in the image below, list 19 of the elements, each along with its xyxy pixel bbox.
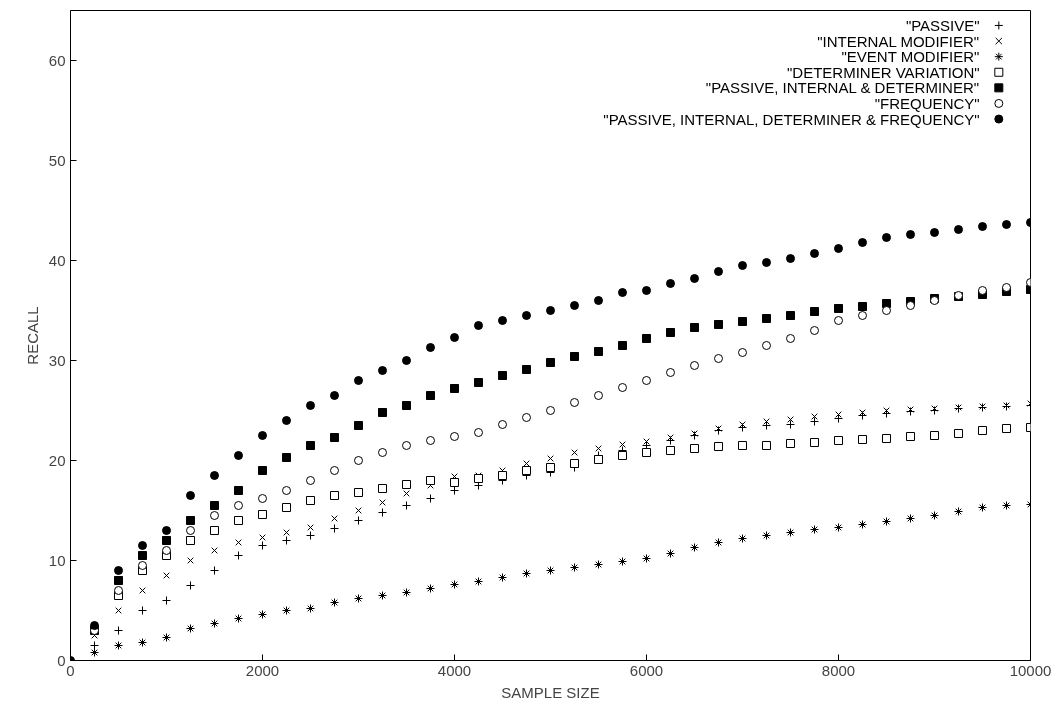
y-tick-label: 30: [48, 351, 66, 369]
x-axis-title: SAMPLE SIZE: [501, 683, 600, 701]
x-tick-label: 8000: [821, 661, 856, 679]
y-tick-label: 50: [48, 151, 66, 169]
legend-label: "PASSIVE": [905, 16, 980, 34]
x-tick-label: 10000: [1009, 661, 1052, 679]
x-tick-label: 6000: [629, 661, 664, 679]
y-tick-label: 10: [48, 551, 66, 569]
y-axis-title: RECALL: [23, 306, 41, 365]
legend-label: "FREQUENCY": [874, 94, 980, 112]
x-tick-label: 4000: [437, 661, 472, 679]
x-tick-label: 2000: [245, 661, 280, 679]
y-tick-label: 40: [48, 251, 66, 269]
y-tick-label: 20: [48, 451, 66, 469]
legend-label: "EVENT MODIFIER": [841, 48, 980, 66]
legend-label: "PASSIVE, INTERNAL & DETERMINER": [705, 79, 980, 97]
legend-label: "DETERMINER VARIATION": [787, 63, 980, 81]
y-tick-label: 60: [48, 51, 66, 69]
legend-label: "INTERNAL MODIFIER": [817, 32, 980, 50]
